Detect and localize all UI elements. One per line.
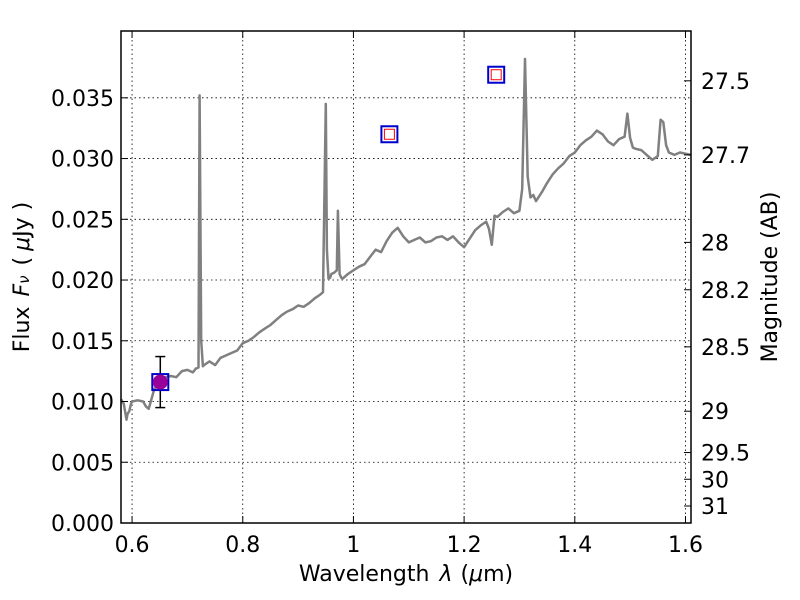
upper-limit-inner-square <box>383 128 395 140</box>
upper-limit-square-marker <box>380 125 399 144</box>
x-tick-label: 1.2 <box>447 533 482 558</box>
y2-tick-label: 27.7 <box>701 144 750 169</box>
y2-axis-title: Magnitude (AB) <box>758 192 783 363</box>
x-tick-label: 0.8 <box>225 533 260 558</box>
markers-group <box>151 65 506 409</box>
y2-tick-label: 29 <box>701 400 729 425</box>
y-tick-label: 0.020 <box>51 269 114 294</box>
y2-tick-label: 29.5 <box>701 442 750 467</box>
photometry-circle-marker <box>152 374 168 390</box>
ticks-group: 0.6 0.8 1 1.2 1.4 1.6 0.000 0.005 0.010 0.015 0.02… <box>51 31 750 558</box>
y-axis-title: FluxFν(μJy ) <box>10 202 35 352</box>
upper-limit-square-marker <box>487 65 506 84</box>
spectrum-line <box>119 57 692 421</box>
y-tick-label: 0.025 <box>51 208 114 233</box>
x-tick-label: 1.6 <box>668 533 703 558</box>
series-group <box>119 57 692 421</box>
x-tick-label: 1.4 <box>557 533 592 558</box>
y-tick-label: 0.015 <box>51 330 114 355</box>
x-axis-title: Wavelength λ (μm) <box>299 562 513 587</box>
plot-frame <box>120 30 692 524</box>
y2-tick-label: 28.5 <box>701 336 750 361</box>
y2-tick-label: 27.5 <box>701 70 750 95</box>
y2-tick-label: 31 <box>701 495 729 520</box>
y-tick-label: 0.005 <box>51 451 114 476</box>
y-tick-label: 0.035 <box>51 87 114 112</box>
x-tick-label: 1 <box>346 533 360 558</box>
upper-limit-inner-square <box>490 69 502 81</box>
y-tick-label: 0.000 <box>51 512 114 537</box>
y2-tick-label: 28.2 <box>701 279 750 304</box>
photometry-square-marker <box>151 373 170 392</box>
y-tick-label: 0.030 <box>51 148 114 173</box>
x-tick-label: 0.6 <box>115 533 150 558</box>
y-tick-label: 0.010 <box>51 391 114 416</box>
y2-tick-label: 30 <box>701 468 729 493</box>
grid <box>121 31 691 524</box>
y2-tick-label: 28 <box>701 231 729 256</box>
